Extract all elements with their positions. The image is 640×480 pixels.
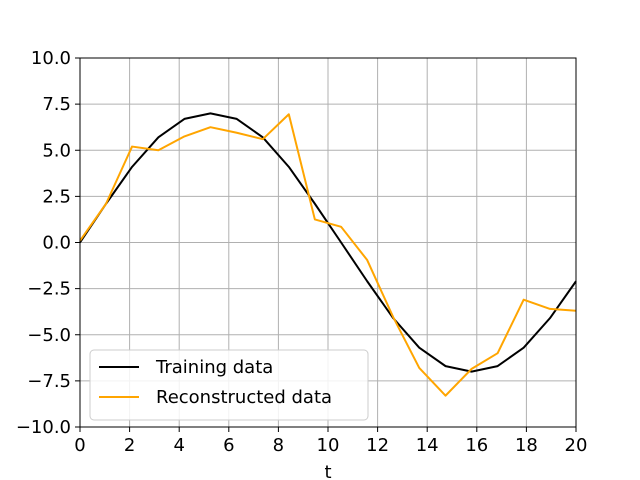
x-tick-label: 12 [366, 435, 389, 456]
x-tick-label: 8 [273, 435, 284, 456]
x-tick-label: 6 [223, 435, 234, 456]
y-tick-label: 0.0 [42, 233, 71, 254]
legend-label-reconstructed: Reconstructed data [156, 387, 332, 408]
x-tick-label: 14 [416, 435, 439, 456]
series-layer [79, 112, 577, 397]
x-axis-ticks: 0 2 4 6 8 10 12 14 16 18 20 [74, 427, 587, 456]
x-tick-label: 2 [124, 435, 135, 456]
y-tick-label: 7.5 [42, 94, 71, 115]
legend-box [89, 349, 369, 421]
x-tick-label: 10 [317, 435, 340, 456]
x-tick-label: 20 [565, 435, 588, 456]
y-tick-label: 5.0 [42, 140, 71, 161]
y-tick-label: 10.0 [31, 48, 71, 69]
y-tick-label: 2.5 [42, 186, 71, 207]
x-tick-label: 18 [515, 435, 538, 456]
legend: Training data Reconstructed data [89, 349, 369, 421]
x-axis-label: t [324, 462, 331, 480]
x-tick-label: 16 [465, 435, 488, 456]
y-tick-label: −5.0 [27, 325, 71, 346]
x-tick-label: 4 [173, 435, 184, 456]
y-tick-label: −7.5 [27, 371, 71, 392]
x-tick-label: 0 [74, 435, 85, 456]
legend-label-training: Training data [155, 357, 273, 378]
y-tick-label: −10.0 [16, 417, 71, 438]
y-axis-ticks: −10.0 −7.5 −5.0 −2.5 0.0 2.5 5.0 7.5 10.0 [16, 48, 80, 438]
series-line-reconstructed [79, 113, 577, 397]
y-tick-label: −2.5 [27, 279, 71, 300]
